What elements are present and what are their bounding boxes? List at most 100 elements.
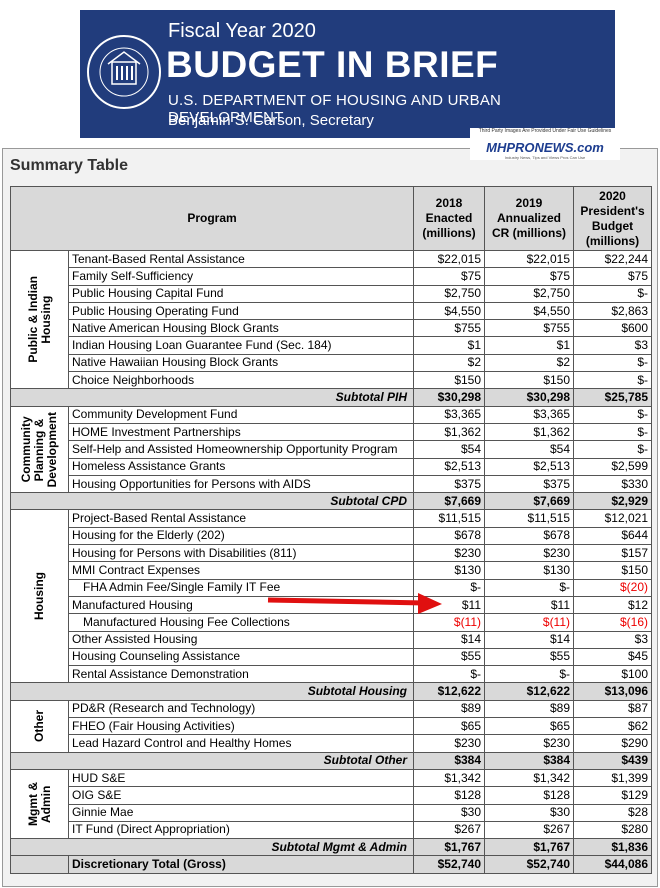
value-cell: $2,513	[484, 457, 575, 476]
row: Indian Housing Loan Guarantee Fund (Sec.…	[11, 336, 653, 355]
value-cell: $12,622	[484, 682, 575, 701]
value-cell: $62	[573, 717, 653, 736]
value-cell: $384	[413, 751, 486, 770]
value-cell: $3,365	[484, 405, 575, 424]
value-cell: $375	[484, 474, 575, 494]
row: Housing Project-Based Rental Assistance $1…	[10, 509, 653, 684]
subtotal-label: Subtotal Housing	[9, 682, 415, 701]
subtotal-row: Subtotal PIH $30,298 $30,298 $25,785	[9, 388, 653, 407]
value-cell: $644	[573, 526, 653, 546]
program-name: Homeless Assistance Grants	[67, 457, 415, 476]
value-cell: $2,863	[573, 301, 653, 321]
value-cell: $678	[484, 526, 575, 546]
row: Ginnie Mae $30 $30 $28	[11, 803, 653, 822]
row: Housing Counseling Assistance $55 $55 $45	[11, 647, 653, 667]
value-cell: $52,740	[484, 855, 575, 874]
column-header: Program	[9, 186, 415, 251]
subtotal-row: Subtotal CPD $7,669 $7,669 $2,929	[9, 492, 653, 511]
total-row: Discretionary Total (Gross) $52,740 $52,74…	[10, 855, 653, 874]
value-cell: $230	[484, 544, 575, 563]
group-label: Other	[32, 710, 46, 743]
program-name: Self-Help and Assisted Homeownership Opp…	[67, 440, 415, 459]
row: Housing for the Elderly (202) $678 $678 $64…	[11, 526, 653, 546]
column-header: 2018 Enacted (millions)	[413, 186, 486, 251]
value-cell: $30,298	[484, 388, 575, 407]
value-cell: $14	[413, 630, 486, 649]
notice: Third Party Images Are Provided Under Fa…	[478, 128, 612, 134]
value-cell: $22,015	[413, 249, 486, 269]
value-cell: $7,669	[413, 492, 486, 511]
title: BUDGET IN BRIEF	[166, 44, 499, 85]
department: U.S. DEPARTMENT OF HOUSING AND URBAN DEV…	[168, 92, 502, 126]
value-cell: $7,669	[484, 492, 575, 511]
program-name: FHA Admin Fee/Single Family IT Fee	[67, 578, 415, 597]
program-name: Indian Housing Loan Guarantee Fund (Sec.…	[67, 336, 415, 355]
row: Public & Indian Housing Tenant-Based Rent…	[10, 249, 653, 390]
value-cell: $45	[573, 647, 653, 667]
group-label: Community Planning & Development	[19, 411, 59, 488]
group-label: Housing	[32, 572, 46, 621]
row: Public Housing Capital Fund $2,750 $2,750 $…	[11, 284, 653, 303]
value-cell: $89	[413, 699, 486, 719]
value-cell: $150	[573, 561, 653, 580]
value-cell: $280	[573, 820, 653, 840]
row: Mgmt & Admin HUD S&E $1,342 $1,342 $1,399	[10, 768, 653, 840]
value-cell: $600	[573, 319, 653, 338]
program-name: HOME Investment Partnerships	[67, 422, 415, 442]
value-cell: $330	[573, 474, 653, 494]
value-cell: $267	[484, 820, 575, 840]
program-name: Native Hawaiian Housing Block Grants	[67, 353, 415, 373]
table-title: Summary Table	[10, 157, 128, 174]
secretary: Benjamin S. Carson, Secretary	[168, 112, 374, 129]
value-cell: $755	[484, 319, 575, 338]
value-cell: $-	[413, 665, 486, 684]
row: OIG S&E $128 $128 $129	[11, 786, 653, 805]
row: Choice Neighborhoods $150 $150 $-	[11, 371, 653, 390]
value-cell: $-	[573, 284, 653, 303]
value-cell: $28	[573, 803, 653, 822]
row: Housing for Persons with Disabilities (8…	[11, 544, 653, 563]
value-cell: $1,342	[413, 768, 486, 788]
row: Other PD&R (Research and Technology) $89 $8…	[10, 699, 653, 753]
program-name: Native American Housing Block Grants	[67, 319, 415, 338]
program-name: FHEO (Fair Housing Activities)	[67, 717, 415, 736]
value-cell: $-	[573, 353, 653, 373]
program-name: Housing for Persons with Disabilities (8…	[67, 544, 415, 563]
value-cell: $54	[413, 440, 486, 459]
value-cell: $1,767	[413, 838, 486, 857]
seal	[87, 35, 161, 109]
value-cell: $1,767	[484, 838, 575, 857]
program-name: MMI Contract Expenses	[67, 561, 415, 580]
value-cell: $3,365	[413, 405, 486, 424]
value-cell: $22,244	[573, 249, 653, 269]
program-name: IT Fund (Direct Appropriation)	[67, 820, 415, 840]
program-name: Lead Hazard Control and Healthy Homes	[67, 734, 415, 753]
value-cell: $129	[573, 786, 653, 805]
program-name: Choice Neighborhoods	[67, 371, 415, 390]
value-cell: $128	[413, 786, 486, 805]
value-cell: $52,740	[413, 855, 486, 874]
value-cell: $-	[413, 578, 486, 597]
program-name: Manufactured Housing Fee Collections	[67, 613, 415, 632]
program-name: Ginnie Mae	[67, 803, 415, 822]
row: Family Self-Sufficiency $75 $75 $75	[11, 267, 653, 286]
value-cell: $267	[413, 820, 486, 840]
value-cell: $4,550	[484, 301, 575, 321]
value-cell: $75	[484, 267, 575, 286]
value-cell: $2,929	[573, 492, 653, 511]
value-cell: $(11)	[484, 613, 575, 632]
watermark: Third Party Images Are Provided Under Fa…	[470, 128, 620, 160]
value-cell: $22,015	[484, 249, 575, 269]
value-cell: $(20)	[573, 578, 653, 597]
value-cell: $128	[484, 786, 575, 805]
row: Public Housing Operating Fund $4,550 $4,55…	[11, 301, 653, 321]
program-name: Family Self-Sufficiency	[67, 267, 415, 286]
row: Self-Help and Assisted Homeownership Opp…	[11, 440, 653, 459]
group-cell: Mgmt & Admin	[10, 768, 69, 840]
row: Housing Opportunities for Persons with A…	[11, 474, 653, 494]
row: Native American Housing Block Grants $755…	[11, 319, 653, 338]
group-cell: Public & Indian Housing	[10, 249, 69, 390]
subtotal-label: Subtotal PIH	[9, 388, 415, 407]
program-name: PD&R (Research and Technology)	[67, 699, 415, 719]
row: Community Planning & Development Communit…	[10, 405, 653, 494]
